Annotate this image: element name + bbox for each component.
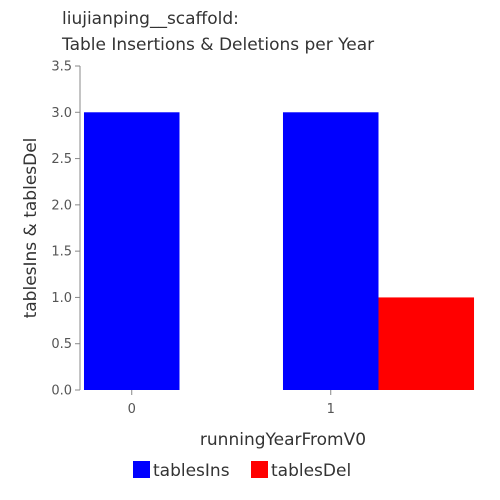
legend-label-tablesIns: tablesIns: [153, 461, 230, 481]
legend-swatch-tablesIns: [133, 461, 150, 478]
y-axis: 0.0 0.5 1.0 1.5 2.0 2.5 3.0 3.5: [51, 60, 81, 399]
y-tick-label: 0.5: [51, 337, 72, 352]
bar-tablesIns-1: [282, 112, 379, 391]
bar-tablesDel-1: [378, 297, 475, 390]
y-tick-label: 2.5: [51, 152, 72, 167]
chart-title-line-1: liujianping__scaffold:: [62, 9, 239, 29]
y-axis-label: tablesIns & tablesDel: [21, 138, 41, 319]
x-axis-label: runningYearFromV0: [200, 430, 366, 450]
y-tick-label: 3.5: [51, 60, 72, 75]
bar-tablesIns-0: [83, 112, 180, 391]
chart-title-line-2: Table Insertions & Deletions per Year: [61, 35, 374, 55]
y-tick-label: 3.0: [51, 106, 72, 121]
bars: [83, 112, 475, 391]
y-tick-label: 2.0: [51, 198, 72, 213]
y-tick-label: 1.0: [51, 291, 72, 306]
x-tick-label: 0: [128, 402, 136, 417]
y-tick-label: 0.0: [51, 384, 72, 399]
x-tick-label: 1: [327, 402, 335, 417]
legend-label-tablesDel: tablesDel: [271, 461, 351, 481]
legend: tablesIns tablesDel: [133, 461, 351, 481]
y-tick-label: 1.5: [51, 245, 72, 260]
legend-swatch-tablesDel: [251, 461, 268, 478]
